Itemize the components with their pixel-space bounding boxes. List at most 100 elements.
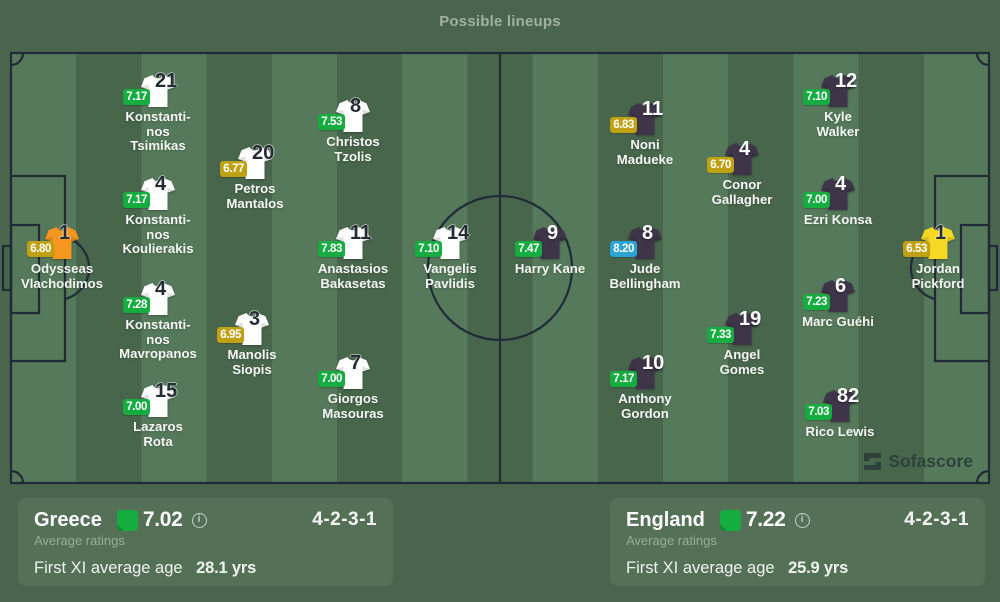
jersey-wrap: 19 7.33 <box>707 308 761 345</box>
average-age-row: First XI average age 28.1 yrs <box>34 559 377 578</box>
player-number: 7 <box>350 352 362 374</box>
player-name: Jordan Pickford <box>911 261 965 291</box>
player-number: 19 <box>739 308 762 330</box>
player[interactable]: 1 6.53 Jordan Pickford <box>876 222 1000 291</box>
player-rating-badge: 7.00 <box>123 399 150 415</box>
jersey-wrap: 11 7.83 <box>318 222 371 259</box>
player-name: Marc Guéhi <box>802 314 874 329</box>
player-rating-badge: 6.83 <box>610 117 637 133</box>
player[interactable]: 11 7.83 Anastasios Bakasetas <box>291 222 415 291</box>
player-number: 21 <box>155 70 178 92</box>
player[interactable]: 4 7.17 Konstanti- nos Koulierakis <box>96 173 220 257</box>
player[interactable]: 10 7.17 Anthony Gordon <box>583 352 707 421</box>
player-name: Ezri Konsa <box>803 212 873 227</box>
player-name: Noni Madueke <box>616 137 674 167</box>
player-rating-badge: 7.23 <box>803 294 830 310</box>
player-name: Angel Gomes <box>719 347 765 377</box>
player[interactable]: 9 7.47 Harry Kane <box>488 222 612 277</box>
jersey-wrap: 9 7.47 <box>515 222 567 259</box>
player-name: Konstanti- nos Koulierakis <box>122 212 194 257</box>
player-number: 6 <box>835 275 847 297</box>
player-name: Anthony Gordon <box>618 391 672 421</box>
player-number: 4 <box>835 173 847 195</box>
jersey-wrap: 10 7.17 <box>610 352 664 389</box>
player-number: 11 <box>350 222 372 244</box>
player[interactable]: 6 7.23 Marc Guéhi <box>776 275 900 330</box>
player[interactable]: 15 7.00 Lazaros Rota <box>96 380 220 449</box>
player-rating-badge: 8.20 <box>610 241 637 257</box>
player[interactable]: 20 6.77 Petros Mantalos <box>193 142 317 211</box>
player[interactable]: 12 7.10 Kyle Walker <box>776 70 900 139</box>
team-summary-panel-home: Greece 7.02 i 4-2-3-1 Average ratings Fi… <box>18 498 393 586</box>
rating-square-icon <box>719 509 741 531</box>
player[interactable]: 19 7.33 Angel Gomes <box>680 308 804 377</box>
player-number: 1 <box>935 222 947 244</box>
player-name: Jude Bellingham <box>609 261 681 291</box>
jersey-wrap: 4 7.00 <box>803 173 855 210</box>
jersey-wrap: 12 7.10 <box>803 70 857 107</box>
player-name: Christos Tzolis <box>326 134 380 164</box>
average-age-value: 28.1 yrs <box>196 559 257 577</box>
average-ratings-label: Average ratings <box>626 533 717 548</box>
player-rating-badge: 7.17 <box>123 89 150 105</box>
team-average-rating: 7.22 <box>745 508 786 531</box>
panel-row: England 7.22 i 4-2-3-1 <box>626 508 969 532</box>
player[interactable]: 1 6.80 Odysseas Vlachodimos <box>0 222 124 291</box>
player-number: 8 <box>350 95 362 117</box>
player-name: Manolis Siopis <box>227 347 277 377</box>
player-name: Konstanti- nos Tsimikas <box>125 109 191 154</box>
player-number: 4 <box>155 173 167 195</box>
player-rating-badge: 7.47 <box>515 241 542 257</box>
player-name: Harry Kane <box>514 261 586 276</box>
player-number: 8 <box>642 222 654 244</box>
player[interactable]: 14 7.10 Vangelis Pavlidis <box>388 222 512 291</box>
jersey-wrap: 7 7.00 <box>318 352 370 389</box>
player-name: Petros Mantalos <box>226 181 284 211</box>
jersey-wrap: 11 6.83 <box>610 98 663 135</box>
player-rating-badge: 7.17 <box>123 192 150 208</box>
info-icon[interactable]: i <box>191 512 207 528</box>
player[interactable]: 21 7.17 Konstanti- nos Tsimikas <box>96 70 220 154</box>
player[interactable]: 4 7.28 Konstanti- nos Mavropanos <box>96 278 220 362</box>
sofascore-watermark: Sofascore <box>864 451 973 472</box>
sofascore-logo-icon <box>864 453 882 470</box>
player[interactable]: 4 6.70 Conor Gallagher <box>680 138 804 207</box>
player-name: Odysseas Vlachodimos <box>20 261 104 291</box>
player[interactable]: 82 7.03 Rico Lewis <box>778 385 902 440</box>
player-rating-badge: 7.00 <box>803 192 830 208</box>
player-name: Conor Gallagher <box>711 177 773 207</box>
player-number: 12 <box>835 70 858 92</box>
player[interactable]: 3 6.95 Manolis Siopis <box>190 308 314 377</box>
player-rating-badge: 6.95 <box>217 327 244 343</box>
player-number: 4 <box>155 278 167 300</box>
player-name: Vangelis Pavlidis <box>423 261 477 291</box>
player[interactable]: 8 8.20 Jude Bellingham <box>583 222 707 291</box>
player-number: 3 <box>249 308 261 330</box>
player-number: 14 <box>447 222 470 244</box>
player[interactable]: 4 7.00 Ezri Konsa <box>776 173 900 228</box>
player-rating-badge: 7.53 <box>318 114 345 130</box>
player-rating-badge: 6.53 <box>903 241 930 257</box>
team-average-rating: 7.02 <box>142 508 183 531</box>
info-icon[interactable]: i <box>794 512 810 528</box>
player[interactable]: 11 6.83 Noni Madueke <box>583 98 707 167</box>
player-rating-badge: 7.03 <box>805 404 832 420</box>
jersey-wrap: 1 6.53 <box>903 222 955 259</box>
jersey-wrap: 8 8.20 <box>610 222 662 259</box>
player[interactable]: 8 7.53 Christos Tzolis <box>291 95 415 164</box>
player-name: Lazaros Rota <box>133 419 183 449</box>
watermark-label: Sofascore <box>888 451 973 471</box>
player-number: 4 <box>739 138 751 160</box>
team-name: Greece <box>34 508 102 531</box>
player-rating-badge: 7.10 <box>415 241 442 257</box>
player[interactable]: 7 7.00 Giorgos Masouras <box>291 352 415 421</box>
player-number: 11 <box>642 98 664 120</box>
average-age-row: First XI average age 25.9 yrs <box>626 559 969 578</box>
formation: 4-2-3-1 <box>904 509 969 530</box>
player-name: Anastasios Bakasetas <box>317 261 389 291</box>
player-rating-badge: 7.33 <box>707 327 734 343</box>
player-rating-badge: 6.70 <box>707 157 734 173</box>
player-rating-badge: 7.83 <box>318 241 345 257</box>
